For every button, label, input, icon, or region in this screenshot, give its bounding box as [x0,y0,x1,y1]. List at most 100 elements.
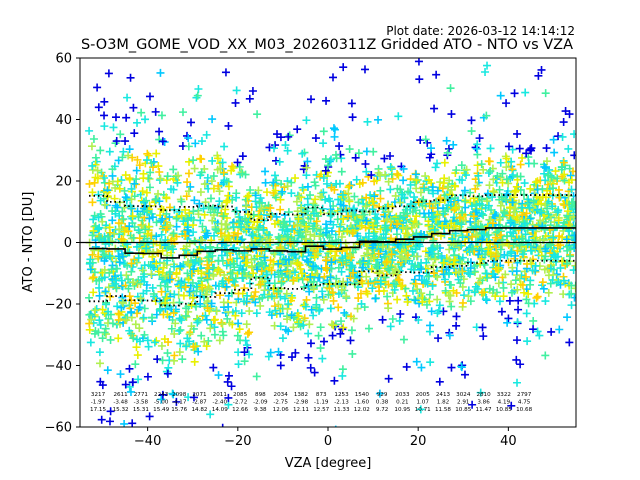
data-point [238,235,247,244]
bin-mean-label: -1.19 [314,399,329,405]
chart-title: S-O3M_GOME_VOD_XX_M03_20260311Z Gridded … [81,37,573,53]
bin-count-label: 2033 [395,392,410,398]
data-point [218,320,227,329]
y-tick-label: −20 [45,298,72,313]
data-point [369,201,378,210]
data-point [323,224,332,233]
data-point [125,326,134,335]
data-point [99,250,108,259]
data-point [292,197,301,206]
data-point [308,243,317,252]
data-point [298,233,307,242]
data-point [251,287,260,296]
bin-mean-label: -2.13 [334,399,349,405]
data-point [210,323,219,332]
bin-std-label: 14.82 [191,407,207,413]
data-point [135,324,144,333]
data-point [384,264,393,273]
data-point [169,309,178,318]
data-point [175,326,184,335]
data-point [322,228,331,237]
data-point [183,178,192,187]
data-point [417,265,426,274]
bin-mean-label: 1.07 [416,399,429,405]
bin-count-label: 2071 [192,392,207,398]
data-point [410,275,419,284]
data-point [98,217,107,226]
data-point [197,168,206,177]
data-point [227,382,236,391]
data-point [145,183,154,192]
data-point [372,176,381,185]
data-point [308,271,317,280]
data-point [336,329,345,338]
data-point [145,412,154,421]
data-point [281,294,290,303]
data-point [228,162,237,171]
data-point [391,191,400,200]
data-point [179,108,188,117]
data-point [186,288,195,297]
data-point [247,255,256,264]
data-point [145,214,154,223]
data-point [283,232,292,241]
data-point [223,377,232,386]
data-point [203,229,212,238]
x-axis-label: VZA [degree] [285,456,372,471]
data-point [96,320,105,329]
bin-mean-label: 0.21 [396,399,409,405]
data-point [364,218,373,227]
data-point [269,144,278,153]
data-point [164,338,173,347]
data-point [347,99,356,108]
data-point [119,147,128,156]
data-point [187,213,196,222]
data-point [328,288,337,297]
data-point [322,96,331,105]
data-point [85,259,94,268]
data-point [341,239,350,248]
data-point [231,311,240,320]
data-point [410,193,419,202]
data-point [117,176,126,185]
data-point [170,290,179,299]
data-point [316,344,325,353]
data-point [411,279,420,288]
data-point [176,339,185,348]
data-point [252,309,261,318]
data-point [124,275,133,284]
data-point [388,174,397,183]
data-point [88,250,97,259]
data-point [326,211,335,220]
data-point [95,348,104,357]
data-point [135,234,144,243]
bin-std-label: 11.58 [435,407,451,413]
data-point [349,268,358,277]
data-point [125,292,134,301]
data-point [276,195,285,204]
data-point [157,341,166,350]
data-point [189,228,198,237]
data-point [308,224,317,233]
data-point [327,258,336,267]
data-point [90,178,99,187]
data-point [214,265,223,274]
bin-mean-label: -2.75 [273,399,288,405]
data-point [112,137,121,146]
data-point [369,147,378,156]
data-point [158,214,167,223]
data-point [368,205,377,214]
data-point [112,284,121,293]
data-point [305,191,314,200]
data-point [302,163,311,172]
data-point [291,174,300,183]
bin-mean-label: 4.19 [498,399,511,405]
data-point [192,287,201,296]
data-point [131,360,140,369]
data-point [253,110,262,119]
data-point [118,207,127,216]
data-point [229,259,238,268]
data-point [107,265,116,274]
data-point [163,349,172,358]
data-point [210,315,219,324]
